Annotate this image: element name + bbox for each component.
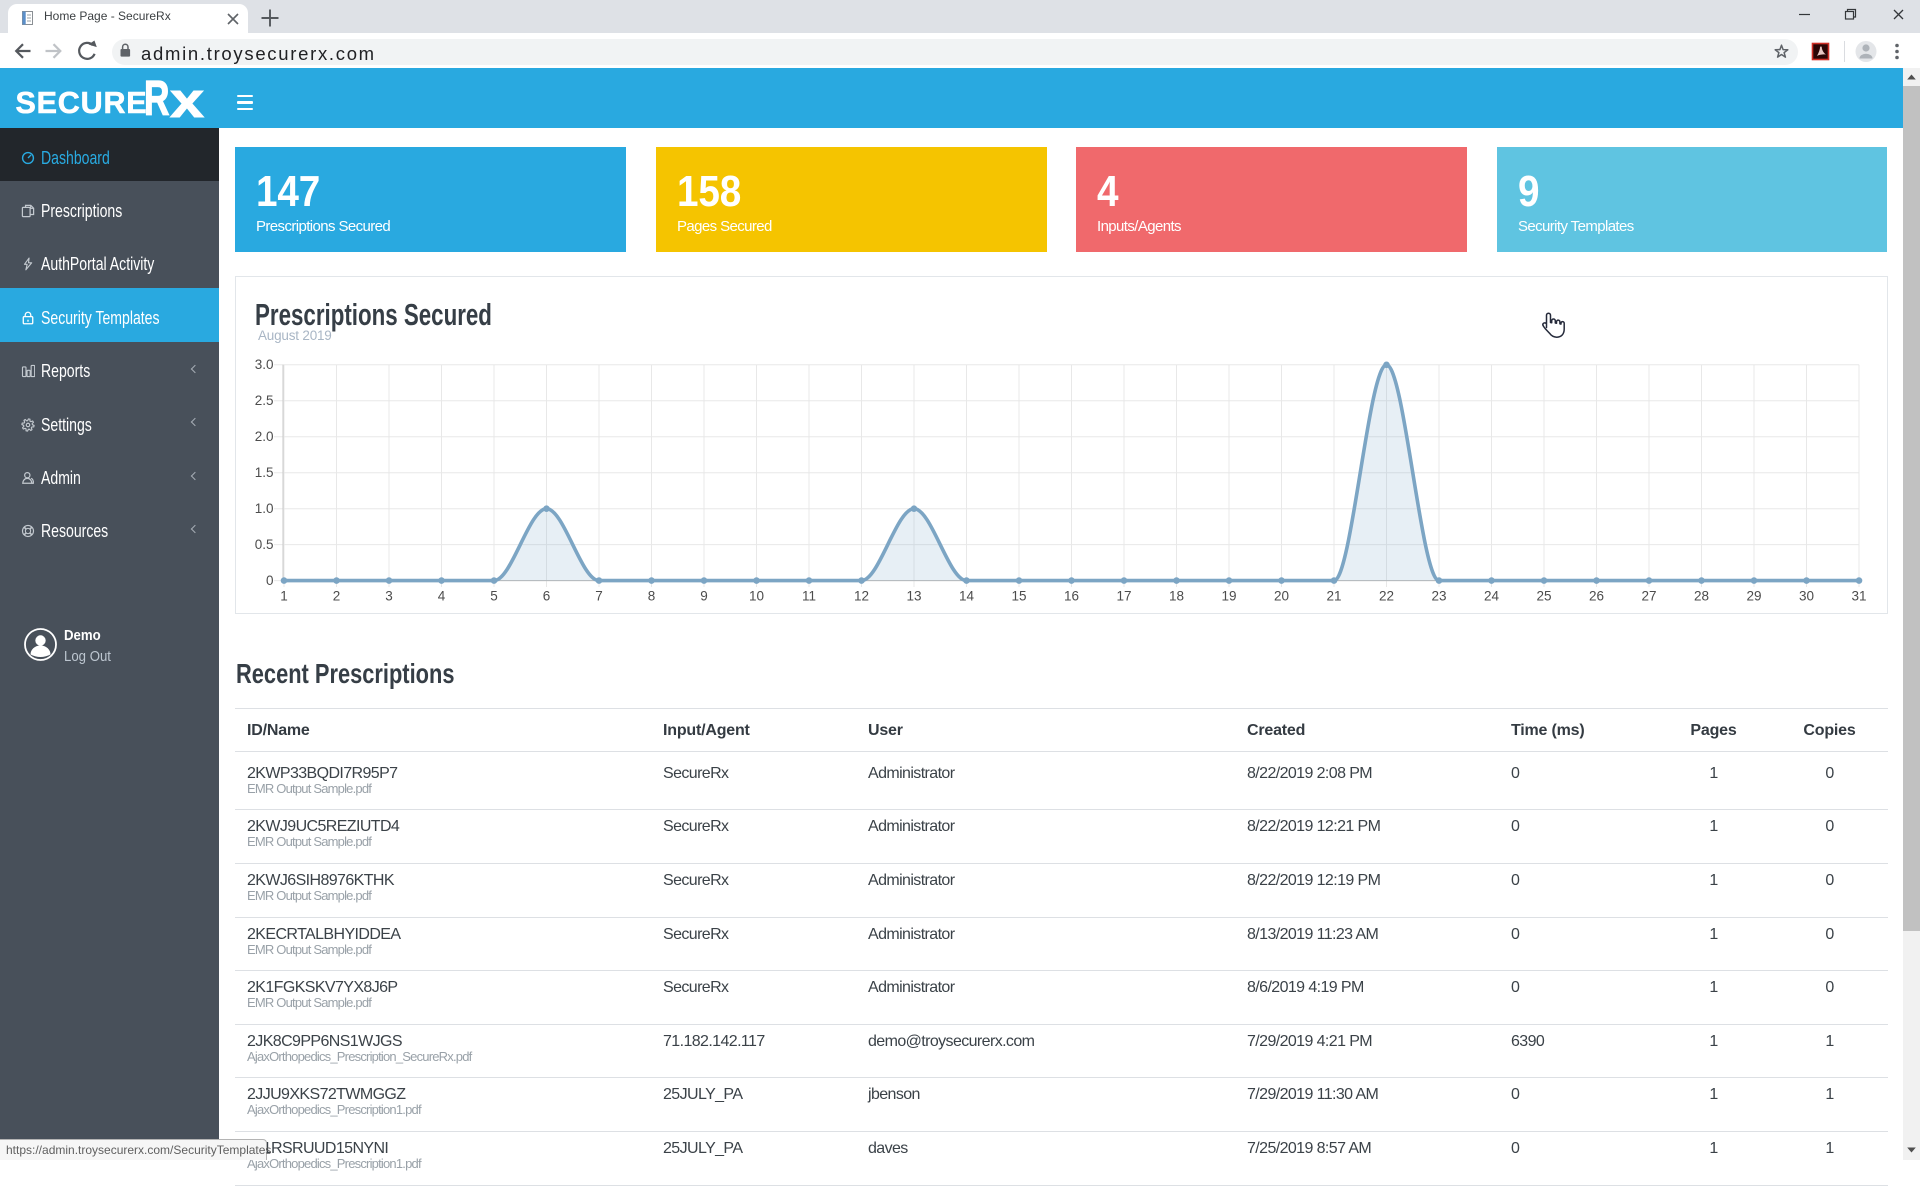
svg-text:21: 21	[1326, 588, 1341, 603]
svg-text:0: 0	[266, 573, 274, 588]
svg-text:17: 17	[1116, 588, 1131, 603]
svg-text:2: 2	[333, 588, 341, 603]
svg-text:28: 28	[1694, 588, 1709, 603]
svg-text:1.0: 1.0	[255, 501, 274, 516]
svg-text:18: 18	[1169, 588, 1184, 603]
svg-text:19: 19	[1221, 588, 1236, 603]
svg-text:4: 4	[438, 588, 446, 603]
svg-text:3: 3	[385, 588, 393, 603]
svg-text:8: 8	[648, 588, 656, 603]
svg-text:25: 25	[1536, 588, 1551, 603]
svg-text:1: 1	[280, 588, 288, 603]
svg-text:1.5: 1.5	[255, 465, 274, 480]
svg-text:13: 13	[906, 588, 921, 603]
svg-text:23: 23	[1431, 588, 1446, 603]
svg-text:6: 6	[543, 588, 551, 603]
svg-text:27: 27	[1641, 588, 1656, 603]
svg-text:31: 31	[1851, 588, 1866, 603]
svg-text:11: 11	[802, 588, 816, 603]
svg-text:15: 15	[1011, 588, 1026, 603]
svg-text:16: 16	[1064, 588, 1079, 603]
svg-text:9: 9	[700, 588, 708, 603]
svg-text:5: 5	[490, 588, 498, 603]
svg-text:22: 22	[1379, 588, 1394, 603]
svg-text:26: 26	[1589, 588, 1604, 603]
svg-text:20: 20	[1274, 588, 1289, 603]
svg-text:2.5: 2.5	[255, 393, 274, 408]
svg-text:24: 24	[1484, 588, 1500, 603]
svg-text:2.0: 2.0	[255, 429, 274, 444]
svg-text:29: 29	[1746, 588, 1761, 603]
svg-text:10: 10	[749, 588, 764, 603]
svg-text:3.0: 3.0	[255, 357, 274, 372]
svg-text:7: 7	[595, 588, 603, 603]
svg-text:0.5: 0.5	[255, 537, 274, 552]
svg-text:30: 30	[1799, 588, 1814, 603]
svg-text:12: 12	[854, 588, 869, 603]
svg-text:14: 14	[959, 588, 975, 603]
